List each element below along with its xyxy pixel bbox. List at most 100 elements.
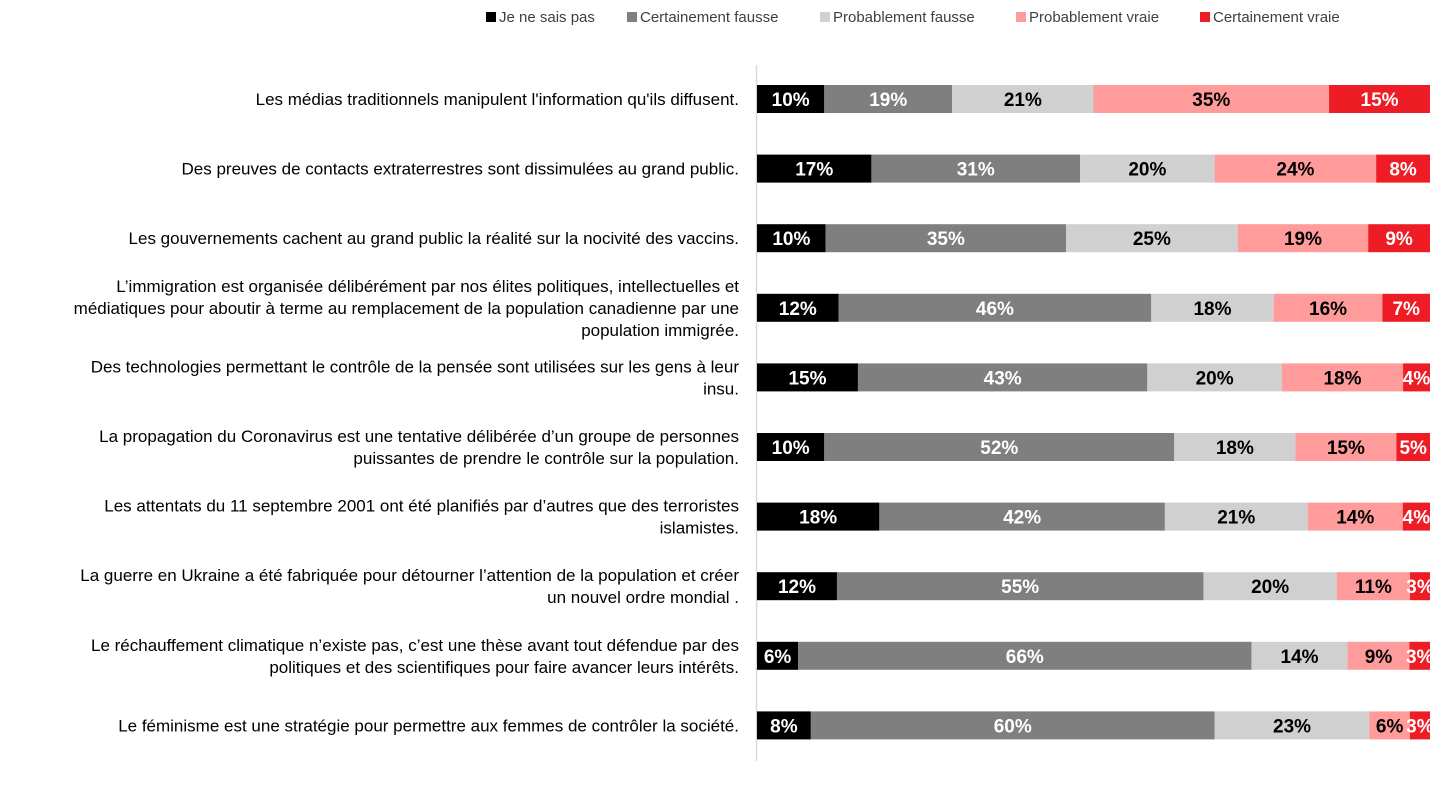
- data-label: 18%: [1216, 438, 1254, 459]
- data-label: 20%: [1196, 368, 1234, 389]
- bar-segment: [1151, 293, 1274, 322]
- category-label-line: population immigrée.: [581, 321, 739, 340]
- bar-segment: [1369, 711, 1410, 740]
- category-label-line: politiques et des scientifiques pour fai…: [269, 658, 739, 677]
- category-label-line: Le réchauffement climatique n’existe pas…: [91, 636, 739, 655]
- legend-label: Probablement fausse: [833, 9, 975, 26]
- bar-row: 10% 35% 25% 19% 9%: [757, 224, 1430, 253]
- bar-segment: [1147, 363, 1282, 392]
- bar-segment: [1409, 711, 1430, 740]
- bar-segment: [1273, 293, 1383, 322]
- bar-segment: [1251, 641, 1348, 670]
- data-label: 9%: [1385, 229, 1413, 250]
- bar-segment: [757, 293, 839, 322]
- bar-segment: [757, 502, 880, 531]
- data-label: 46%: [976, 299, 1014, 320]
- category-label-line: insu.: [703, 379, 739, 398]
- category-label-line: Les gouvernements cachent au grand publi…: [129, 229, 739, 248]
- bar-segment: [757, 433, 825, 461]
- bar-segment: [757, 224, 826, 253]
- data-label: 19%: [1284, 229, 1322, 250]
- bar-segment: [1214, 154, 1377, 183]
- data-label: 11%: [1355, 577, 1392, 598]
- data-label: 5%: [1399, 438, 1427, 459]
- legend-swatch: [486, 12, 496, 22]
- data-label: 14%: [1281, 647, 1319, 668]
- data-label: 35%: [1192, 90, 1230, 111]
- legend-swatch: [820, 12, 830, 22]
- bar-segment: [1164, 502, 1308, 531]
- data-label: 12%: [779, 299, 817, 320]
- category-label-line: Le féminisme est une stratégie pour perm…: [118, 716, 739, 735]
- bar-segment: [1382, 293, 1430, 322]
- bar-segment: [757, 641, 799, 670]
- data-label: 52%: [980, 438, 1018, 459]
- data-label: 8%: [1389, 160, 1417, 181]
- legend-label: Probablement vraie: [1029, 9, 1159, 26]
- category-label: L’immigration est organisée délibérément…: [74, 277, 740, 340]
- category-label-line: Des technologies permettant le contrôle …: [91, 357, 740, 376]
- data-label: 43%: [984, 368, 1022, 389]
- legend-item: Je ne sais pas: [486, 9, 595, 26]
- data-label: 16%: [1309, 299, 1347, 320]
- category-label-line: un nouvel ordre mondial .: [547, 588, 739, 607]
- bar-segment: [757, 154, 872, 183]
- bar-segment: [838, 293, 1152, 322]
- category-label: La propagation du Coronavirus est une te…: [99, 427, 739, 468]
- bar-segment: [757, 85, 825, 113]
- bar-row: 10% 52% 18% 15% 5%: [757, 433, 1430, 461]
- legend-swatch: [1016, 12, 1026, 22]
- category-label-line: La propagation du Coronavirus est une te…: [99, 427, 739, 446]
- legend-label: Certainement vraie: [1213, 9, 1340, 26]
- bar-segment: [1410, 572, 1430, 601]
- data-label: 15%: [788, 368, 826, 389]
- legend-item: Probablement fausse: [820, 9, 975, 26]
- category-label-line: puissantes de prendre le contrôle sur la…: [353, 449, 739, 468]
- data-label: 21%: [1004, 90, 1042, 111]
- data-label: 18%: [1193, 299, 1231, 320]
- data-label: 24%: [1276, 160, 1314, 181]
- bar-segment: [810, 711, 1215, 740]
- bar-row: 12% 46% 18% 16% 7%: [757, 293, 1430, 322]
- data-label: 4%: [1403, 508, 1431, 529]
- bar-segment: [1281, 363, 1404, 392]
- legend-swatch: [1200, 12, 1210, 22]
- category-labels: Les médias traditionnels manipulent l'in…: [74, 90, 740, 735]
- bar-segment: [824, 85, 953, 113]
- data-label: 12%: [778, 577, 816, 598]
- data-label: 3%: [1406, 577, 1434, 598]
- bar-segment: [1214, 711, 1370, 740]
- category-label: Les gouvernements cachent au grand publi…: [129, 229, 739, 248]
- bar-segment: [757, 572, 837, 601]
- data-label: 23%: [1273, 716, 1311, 737]
- bar-segment: [798, 641, 1252, 670]
- category-label-line: La guerre en Ukraine a été fabriquée pou…: [80, 566, 739, 585]
- category-label: Le réchauffement climatique n’existe pas…: [91, 636, 739, 677]
- data-label: 4%: [1403, 368, 1431, 389]
- category-label-line: Les médias traditionnels manipulent l'in…: [256, 90, 739, 109]
- bar-segment: [1396, 433, 1430, 461]
- bar-segment: [1409, 641, 1430, 670]
- data-label: 7%: [1392, 299, 1420, 320]
- data-label: 6%: [1376, 716, 1404, 737]
- bar-segment: [857, 363, 1148, 392]
- data-label: 15%: [1361, 90, 1399, 111]
- category-label-line: islamistes.: [660, 519, 739, 538]
- category-label: Les attentats du 11 septembre 2001 ont é…: [104, 497, 739, 538]
- bar-segment: [1307, 502, 1403, 531]
- category-label-line: Les attentats du 11 septembre 2001 ont é…: [104, 497, 739, 516]
- data-label: 60%: [994, 716, 1032, 737]
- bar-segment: [1093, 85, 1330, 113]
- bar-segment: [825, 224, 1067, 253]
- category-label: Le féminisme est une stratégie pour perm…: [118, 716, 739, 735]
- data-label: 3%: [1406, 716, 1434, 737]
- data-label: 14%: [1336, 508, 1374, 529]
- bar-segment: [1174, 433, 1296, 461]
- category-label: Des preuves de contacts extraterrestres …: [182, 160, 740, 179]
- data-label: 31%: [957, 160, 995, 181]
- category-label-line: médiatiques pour aboutir à terme au remp…: [74, 299, 739, 318]
- data-label: 20%: [1251, 577, 1289, 598]
- bar-segment: [1237, 224, 1369, 253]
- bar-row: 12% 55% 20% 11% 3%: [757, 572, 1434, 601]
